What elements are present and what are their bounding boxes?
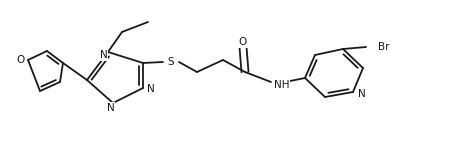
Text: NH: NH: [274, 80, 289, 90]
Text: S: S: [168, 57, 174, 67]
Text: Br: Br: [377, 42, 389, 52]
Text: N: N: [147, 84, 155, 94]
Text: N: N: [358, 89, 365, 99]
Text: O: O: [238, 37, 246, 47]
Text: N: N: [100, 50, 108, 60]
Text: O: O: [17, 55, 25, 65]
Text: N: N: [107, 103, 115, 113]
